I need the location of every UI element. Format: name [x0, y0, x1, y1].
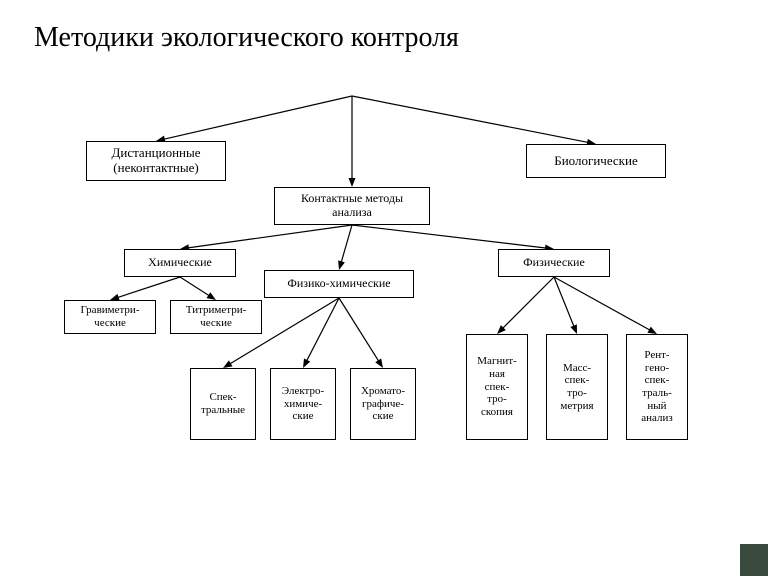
node-electro-label: Электро-химиче-ские	[282, 385, 324, 423]
node-chem: Химические	[124, 249, 236, 277]
node-remote: Дистанционные(неконтактные)	[86, 141, 226, 181]
node-spectral-label: Спек-тральные	[201, 391, 245, 416]
node-titri-label: Титриметри-ческие	[186, 304, 247, 329]
node-magnet: Магнит-наяспек-тро-скопия	[466, 334, 528, 440]
node-bio-label: Биологические	[554, 154, 637, 169]
node-contact: Контактные методыанализа	[274, 187, 430, 225]
node-gravi-label: Гравиметри-ческие	[81, 304, 140, 329]
page-title: Методики экологического контроля	[34, 22, 459, 54]
node-electro: Электро-химиче-ские	[270, 368, 336, 440]
node-physchem: Физико-химические	[264, 270, 414, 298]
node-chromato: Хромато-графиче-ские	[350, 368, 416, 440]
corner-block	[740, 544, 768, 576]
node-remote-label: Дистанционные(неконтактные)	[112, 146, 201, 176]
node-mass-label: Масс-спек-тро-метрия	[560, 362, 593, 413]
node-contact-label: Контактные методыанализа	[301, 192, 403, 220]
node-physchem-label: Физико-химические	[287, 277, 390, 291]
node-chem-label: Химические	[148, 256, 212, 270]
node-gravi: Гравиметри-ческие	[64, 300, 156, 334]
node-xray: Рент-гено-спек-траль-ныйанализ	[626, 334, 688, 440]
node-bio: Биологические	[526, 144, 666, 178]
node-magnet-label: Магнит-наяспек-тро-скопия	[477, 355, 516, 418]
node-phys-label: Физические	[523, 256, 585, 270]
node-mass: Масс-спек-тро-метрия	[546, 334, 608, 440]
node-spectral: Спек-тральные	[190, 368, 256, 440]
node-xray-label: Рент-гено-спек-траль-ныйанализ	[641, 349, 672, 425]
node-titri: Титриметри-ческие	[170, 300, 262, 334]
node-phys: Физические	[498, 249, 610, 277]
node-chromato-label: Хромато-графиче-ские	[361, 385, 405, 423]
